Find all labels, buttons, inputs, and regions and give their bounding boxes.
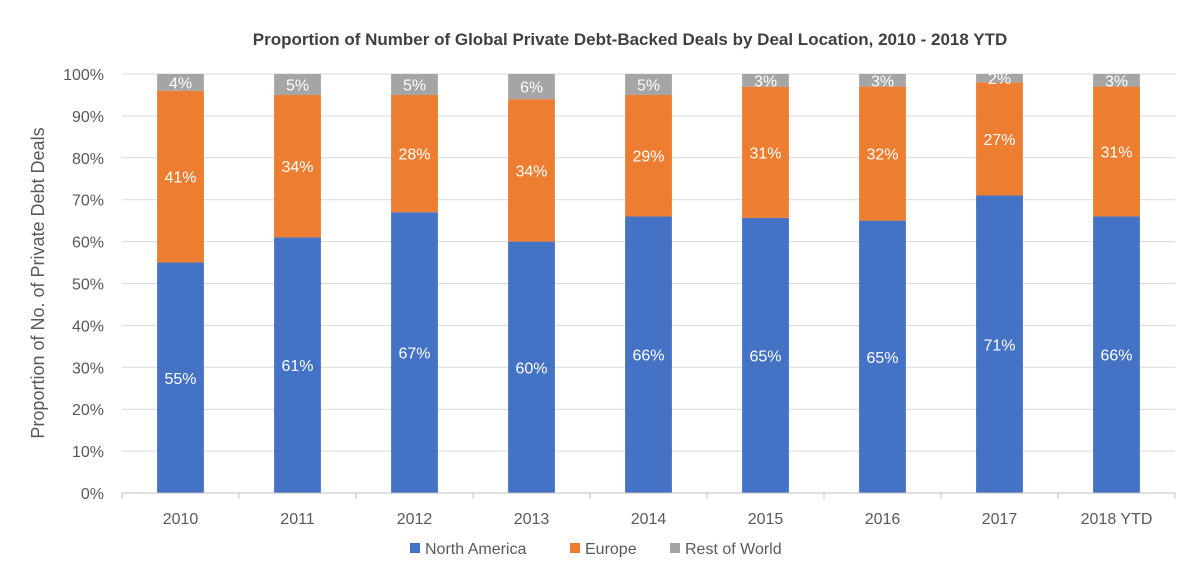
data-label: 6%	[520, 80, 543, 97]
legend-swatch	[570, 543, 580, 553]
legend-swatch	[670, 543, 680, 553]
data-label: 34%	[515, 163, 547, 180]
bar-segment	[976, 82, 1023, 196]
data-label: 66%	[632, 348, 664, 365]
bar-segment	[508, 99, 555, 242]
bar-segment	[859, 74, 906, 87]
bar-segment	[976, 195, 1023, 493]
x-tick-label: 2015	[748, 511, 784, 528]
y-axis-ticks: 0% 10% 20% 30% 40% 50% 60% 70% 80% 90% 100%	[63, 67, 104, 503]
legend-label: North America	[425, 541, 526, 558]
bars: 55% 41% 4% 61% 34% 5% 67% 28% 5% 60% 34% 6% 66% 29% 5%…	[157, 71, 1140, 493]
y-tick-label: 0%	[81, 486, 104, 503]
x-tick-label: 2013	[514, 511, 550, 528]
x-tick-label: 2018 YTD	[1081, 511, 1153, 528]
data-label: 27%	[983, 132, 1015, 149]
x-tick-label: 2017	[982, 511, 1018, 528]
data-label: 3%	[1105, 73, 1128, 90]
bar-segment	[976, 74, 1023, 83]
bar-segment	[625, 74, 672, 95]
bar-segment	[274, 237, 321, 493]
bar-segment	[742, 74, 789, 87]
data-label: 34%	[281, 159, 313, 176]
bar-segment	[274, 94, 321, 238]
data-label: 5%	[286, 77, 309, 94]
data-label: 41%	[164, 170, 196, 187]
legend-label: Rest of World	[685, 541, 782, 558]
bar-segment	[391, 94, 438, 213]
data-label: 28%	[398, 147, 430, 164]
bar-segment	[508, 74, 555, 100]
x-tick-label: 2010	[163, 511, 199, 528]
x-tick-label: 2012	[397, 511, 433, 528]
data-label: 29%	[632, 149, 664, 166]
chart-title: Proportion of Number of Global Private D…	[252, 30, 1008, 49]
bar-segment	[1093, 216, 1140, 493]
y-tick-label: 100%	[63, 67, 104, 84]
y-tick-label: 80%	[72, 151, 104, 168]
bar-segment	[157, 90, 204, 263]
data-label: 5%	[637, 77, 660, 94]
bar-segment	[859, 220, 906, 493]
data-label: 66%	[1100, 348, 1132, 365]
data-label: 60%	[515, 360, 547, 377]
data-label: 3%	[754, 73, 777, 90]
bar-segment	[742, 217, 789, 493]
y-tick-label: 60%	[72, 235, 104, 252]
data-label: 65%	[749, 348, 781, 365]
data-label: 31%	[1100, 145, 1132, 162]
x-tick-label: 2016	[865, 511, 901, 528]
y-tick-label: 30%	[72, 360, 104, 377]
y-tick-label: 70%	[72, 193, 104, 210]
data-label: 31%	[749, 145, 781, 162]
y-tick-label: 50%	[72, 277, 104, 294]
data-label: 71%	[983, 337, 1015, 354]
x-axis: 2010 2011 2012 2013 2014 2015 2016 2017 2018 YTD	[121, 492, 1176, 528]
y-tick-label: 40%	[72, 318, 104, 335]
y-tick-label: 10%	[72, 444, 104, 461]
data-label: 55%	[164, 371, 196, 388]
data-label: 2%	[988, 71, 1011, 88]
data-label: 32%	[866, 147, 898, 164]
bar-segment	[625, 216, 672, 493]
bar-segment	[859, 86, 906, 221]
data-label: 3%	[871, 73, 894, 90]
y-tick-label: 20%	[72, 402, 104, 419]
data-label: 5%	[403, 77, 426, 94]
legend-swatch	[410, 543, 420, 553]
y-tick-label: 90%	[72, 109, 104, 126]
bar-segment	[1093, 74, 1140, 87]
bar-segment	[1093, 86, 1140, 217]
bar-segment	[391, 212, 438, 493]
bar-segment	[508, 241, 555, 493]
bar-segment	[274, 74, 321, 95]
bar-segment	[157, 74, 204, 91]
legend: North America Europe Rest of World	[410, 541, 782, 558]
data-label: 65%	[866, 350, 898, 367]
data-label: 4%	[169, 75, 192, 92]
bar-segment	[391, 74, 438, 95]
y-axis-label: Proportion of No. of Private Debt Deals	[28, 127, 48, 438]
legend-label: Europe	[585, 541, 637, 558]
bar-segment	[742, 86, 789, 218]
x-tick-label: 2011	[280, 511, 315, 528]
x-tick-label: 2014	[631, 511, 667, 528]
data-label: 67%	[398, 346, 430, 363]
bar-segment	[625, 94, 672, 217]
bar-segment	[157, 262, 204, 493]
data-label: 61%	[281, 358, 313, 375]
